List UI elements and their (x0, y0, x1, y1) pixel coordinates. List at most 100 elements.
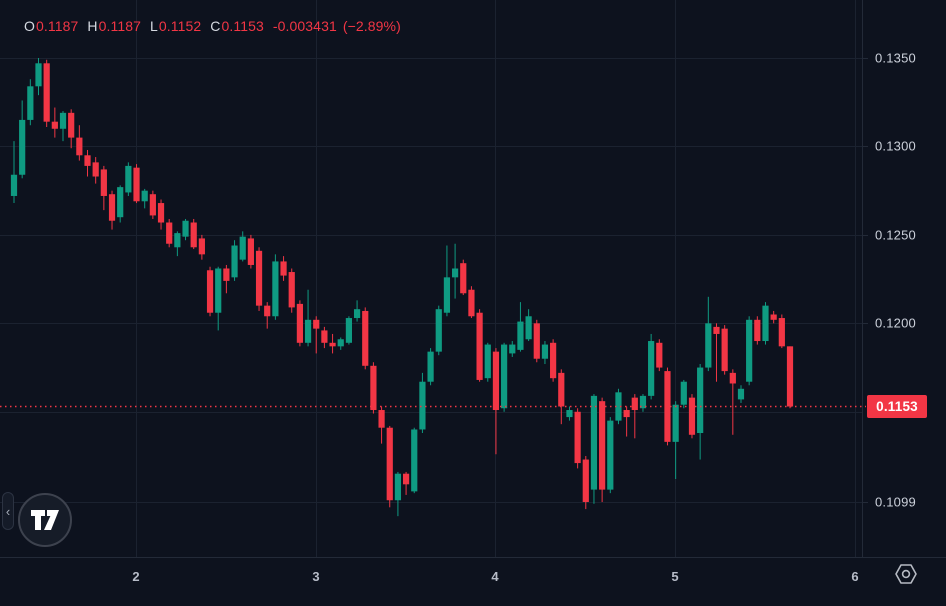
candle (353, 300, 361, 322)
change-percent: (−2.89%) (342, 18, 401, 34)
candle-body (10, 174, 18, 196)
candle (468, 286, 475, 319)
candle (149, 190, 156, 219)
candle-body (378, 410, 385, 428)
candle (141, 188, 148, 209)
candle (525, 309, 532, 342)
candle-body (304, 319, 312, 343)
candle-body (19, 119, 26, 175)
candle (296, 300, 303, 347)
candle (329, 333, 336, 354)
tradingview-logo[interactable] (18, 493, 72, 547)
candle-body (746, 319, 753, 382)
candle-body (190, 222, 197, 248)
candle-body (43, 63, 50, 122)
candle (247, 234, 254, 269)
candle (590, 394, 598, 504)
candle-body (108, 194, 116, 221)
change-value: -0.003431 (272, 18, 337, 34)
candle-body (264, 305, 271, 317)
candle (198, 234, 205, 260)
candle (688, 394, 696, 439)
candle (762, 302, 769, 345)
candle-body (117, 187, 124, 218)
time-axis-label: 3 (312, 569, 320, 584)
candle-body (754, 319, 761, 342)
candle-body (501, 344, 508, 409)
candle-body (607, 420, 614, 490)
candle (721, 325, 728, 375)
candle (778, 314, 785, 349)
time-axis-label: 4 (491, 569, 499, 584)
candle-body (697, 367, 704, 434)
candle-body (484, 344, 491, 379)
candle (574, 408, 581, 469)
candle (378, 406, 385, 444)
candle-body (92, 162, 99, 177)
low-label: L (150, 18, 158, 34)
candle (215, 266, 222, 331)
candle-body (231, 245, 238, 278)
candle-body (280, 261, 287, 276)
candle-body (451, 268, 459, 278)
candle (35, 58, 42, 96)
close-label: C (210, 18, 221, 34)
candle-body (509, 344, 516, 354)
candle-body (255, 250, 263, 306)
candle-body (394, 473, 402, 501)
candle (59, 111, 67, 142)
time-axis-label: 5 (671, 569, 679, 584)
candle (509, 341, 516, 357)
candle (648, 333, 655, 400)
candle-body (411, 429, 418, 492)
candle (313, 316, 320, 354)
candle (402, 471, 410, 495)
candle-body (133, 167, 140, 202)
candle-body (541, 344, 549, 359)
price-axis-label: 0.1350 (875, 50, 916, 66)
candle-body (574, 411, 581, 464)
chevron-left-icon: ‹ (5, 503, 11, 519)
candle (770, 310, 777, 324)
candle-body (166, 222, 173, 244)
candle (746, 316, 753, 386)
candle-body (476, 312, 483, 380)
ohlc-legend: O 0.1187 H 0.1187 L 0.1152 C 0.1153 -0.00343… (24, 18, 407, 34)
time-axis[interactable]: 2 3 4 5 6 (0, 557, 946, 606)
candle-body (582, 459, 589, 502)
collapse-panel-button[interactable]: ‹ (2, 492, 14, 530)
candle-body (288, 272, 295, 308)
candle-body (729, 372, 736, 384)
candle (117, 185, 124, 223)
price-axis[interactable]: 0.1350 0.1300 0.1250 0.1200 0.1099 0.1153 (862, 0, 946, 557)
price-tick (863, 502, 868, 503)
candle-body (51, 121, 58, 129)
candle-body (182, 220, 189, 237)
candle (125, 162, 132, 196)
candle-body (656, 342, 663, 368)
candle (697, 364, 704, 460)
candle (558, 369, 565, 425)
candle (550, 339, 557, 382)
candle-body (623, 410, 630, 418)
candle (280, 256, 287, 281)
candle-body (648, 341, 655, 396)
candle (43, 59, 50, 127)
candle (729, 369, 736, 435)
candle-body (239, 236, 246, 260)
candle-body (157, 203, 165, 223)
candle-body (631, 397, 638, 411)
candle-body (517, 321, 524, 350)
candle (680, 379, 687, 409)
candle-body (558, 372, 565, 407)
price-axis-label: 0.1200 (875, 315, 916, 331)
candle-body (672, 404, 679, 442)
candle (664, 367, 671, 446)
settings-button[interactable] (893, 562, 919, 586)
candle (264, 302, 271, 329)
candle-body (680, 381, 687, 405)
price-tick (863, 323, 868, 324)
candle (615, 388, 622, 425)
candle (566, 406, 573, 421)
